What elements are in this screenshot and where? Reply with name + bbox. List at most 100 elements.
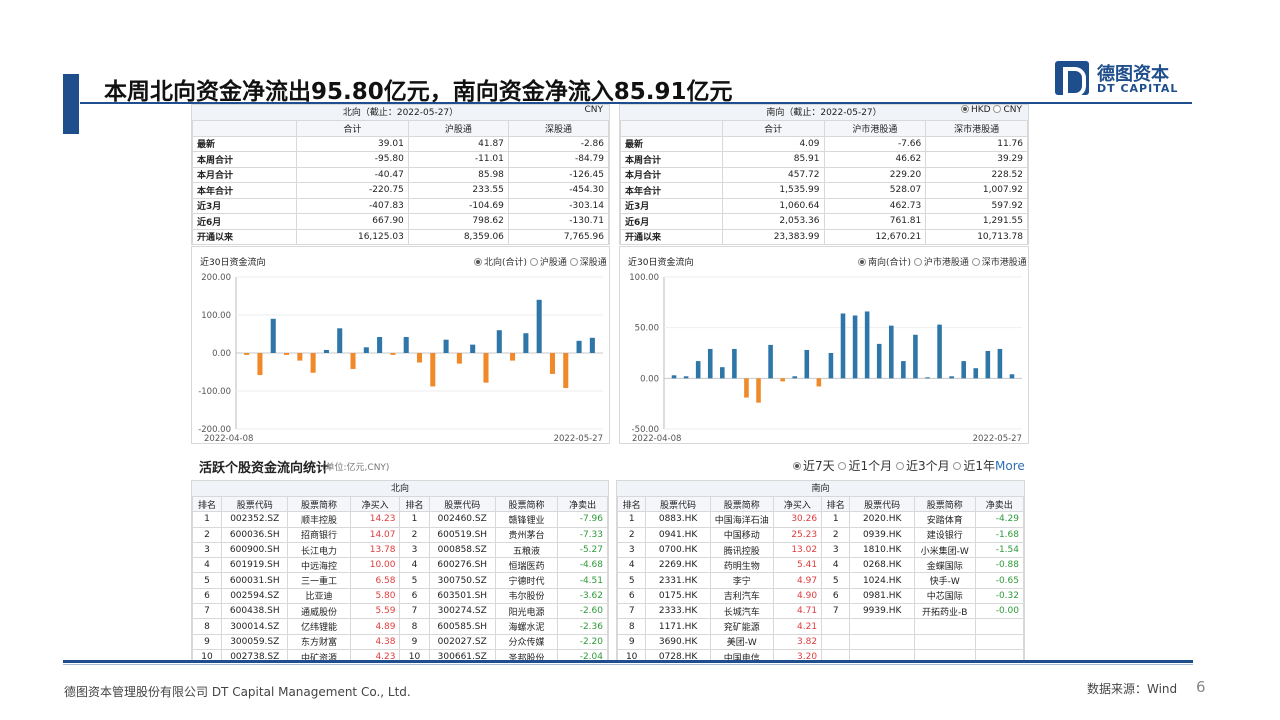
south-summary-panel: 南向（截止：2022-05-27） HKD CNY 合计 沪市港股通 深市港股通 最新… (619, 104, 1029, 245)
company-logo: 德图资本 DT CAPITAL (1055, 61, 1195, 97)
north-flow-row: 3 600900.SH 长江电力 13.78 3 000858.SZ 五粮液 -5.27 (192, 541, 608, 559)
radio-icon[interactable] (569, 257, 578, 266)
south-flow-cell: 中芯国际 (913, 587, 976, 605)
bar (377, 337, 383, 353)
north-radio-total[interactable]: 北向(合计) (484, 258, 528, 268)
radio-icon[interactable] (529, 257, 538, 266)
south-flow-cell: 小米集团-W (913, 541, 976, 559)
bar (707, 348, 713, 379)
north-radio-sh[interactable]: 沪股通 (539, 258, 567, 268)
north-summary-row: 本年合计 -220.75 233.55 -454.30 (192, 182, 610, 199)
radio-icon[interactable] (971, 257, 980, 266)
filter-1y[interactable]: 近1年 (963, 459, 996, 473)
footer-company: 德图资本管理股份有限公司 DT Capital Management Co., … (64, 685, 411, 699)
currency-hkd[interactable]: HKD (971, 105, 991, 115)
bar (961, 361, 966, 379)
bar (780, 378, 785, 382)
south-summary-row-label: 本周合计 (620, 151, 723, 168)
north-flow-cell: -3.62 (557, 587, 608, 605)
north-summary-cell: -95.80 (296, 151, 409, 168)
radio-icon[interactable] (953, 461, 962, 470)
radio-icon[interactable] (474, 257, 482, 266)
north-flow-cell: 6.58 (349, 572, 401, 589)
north-radio-sz[interactable]: 深股通 (579, 258, 607, 268)
south-flow-row: 1 0883.HK 中国海洋石油 30.26 1 2020.HK 安踏体育 -4.29 (617, 511, 1024, 528)
currency-cny[interactable]: CNY (1003, 105, 1022, 115)
south-flow-header-cell: 股票简称 (913, 495, 976, 513)
south-flow-cell: 0883.HK (645, 511, 711, 528)
radio-icon[interactable] (895, 461, 904, 470)
filter-7d[interactable]: 近7天 (803, 459, 835, 473)
bar (563, 353, 569, 388)
south-radio-sh[interactable]: 沪市港股通 (923, 258, 969, 268)
south-summary-cell: 597.92 (925, 197, 1028, 214)
north-flow-cell: 1 (192, 511, 223, 528)
north-summary-row: 本周合计 -95.80 -11.01 -84.79 (192, 151, 610, 168)
north-flow-cell: -7.96 (557, 511, 608, 528)
north-chart-radios[interactable]: 北向(合计) 沪股通 深股通 (474, 255, 607, 268)
bar (949, 376, 954, 379)
radio-hkd-icon[interactable] (961, 104, 969, 113)
south-chart-radios[interactable]: 南向(合计) 沪市港股通 深市港股通 (858, 255, 1027, 268)
more-link[interactable]: More (995, 459, 1025, 473)
south-flow-cell: 4.97 (772, 572, 823, 589)
x-start-label: 2022-04-08 (632, 434, 681, 443)
radio-icon[interactable] (913, 257, 922, 266)
south-currency-toggle[interactable]: HKD CNY (961, 104, 1022, 115)
north-flow-cell: 4.38 (349, 633, 401, 650)
south-flow-cell: 2 (821, 526, 851, 543)
bar (973, 368, 979, 379)
y-tick-label: 100.00 (629, 273, 659, 283)
south-flow-cell: 5 (821, 572, 851, 589)
north-summary-row: 本月合计 -40.47 85.98 -126.45 (192, 166, 610, 183)
south-flow-cell: -0.00 (974, 603, 1024, 620)
north-flow-cell: 600276.SH (428, 557, 496, 574)
south-flow-cell (849, 633, 915, 650)
south-flow-cell: 中国海洋石油 (709, 511, 774, 528)
north-flow-table: 排名 股票代码 股票简称 净买入 排名 股票代码 股票简称 净卖出 1 002352.SZ 顺丰控股… (192, 495, 608, 662)
y-tick-label: -200.00 (198, 425, 231, 435)
bar (888, 325, 894, 379)
filter-1m[interactable]: 近1个月 (848, 459, 893, 473)
bar (876, 343, 882, 379)
south-summary-row-label: 最新 (620, 135, 723, 152)
north-summary-cell: -220.75 (296, 182, 409, 199)
north-summary-panel: 北向（截止：2022-05-27） CNY 合计 沪股通 深股通 最新 39.01 41.… (191, 104, 610, 245)
north-flow-cell: 东方财富 (287, 633, 351, 650)
south-summary-cell: 23,383.99 (721, 228, 825, 245)
north-flow-cell: 恒瑞医药 (494, 557, 559, 574)
stats-period-filter[interactable]: 近7天 近1个月 近3个月 近1年More (793, 457, 1025, 474)
south-radio-sz[interactable]: 深市港股通 (981, 258, 1027, 268)
south-summary-cell: 4.09 (721, 135, 825, 152)
north-flow-row: 8 300014.SZ 亿纬锂能 4.89 8 600585.SH 海螺水泥 -2.36 (192, 618, 608, 635)
south-radio-total[interactable]: 南向(合计) (868, 258, 912, 268)
filter-3m[interactable]: 近3个月 (905, 459, 950, 473)
bar (523, 333, 529, 353)
north-flow-cell: 300750.SZ (428, 572, 496, 589)
south-flow-cell: 1 (617, 511, 647, 528)
north-summary-row-label: 本月合计 (192, 166, 297, 183)
south-flow-cell: 1 (821, 511, 851, 528)
y-tick-label: -100.00 (198, 387, 231, 397)
radio-icon[interactable] (858, 257, 866, 266)
south-flow-cell: 3 (617, 541, 647, 559)
bar (323, 349, 329, 353)
north-flow-cell: 603501.SH (428, 587, 496, 605)
radio-icon[interactable] (793, 461, 801, 470)
south-summary-row-label: 近3月 (620, 197, 723, 214)
north-flow-cell: 亿纬锂能 (287, 618, 351, 635)
north-summary-cell: -454.30 (507, 182, 610, 199)
south-flow-row: 7 2333.HK 长城汽车 4.71 7 9939.HK 开拓药业-B -0.00 (617, 603, 1024, 620)
south-flow-cell (821, 618, 851, 635)
north-flow-cell: 1 (399, 511, 430, 528)
south-flow-cell: 9 (617, 633, 647, 650)
north-flow-cell: 300014.SZ (221, 618, 289, 635)
south-flow-row: 3 0700.HK 腾讯控股 13.02 3 1810.HK 小米集团-W -1.54 (617, 541, 1024, 559)
south-flow-cell: 建设银行 (913, 526, 976, 543)
south-flow-row: 6 0175.HK 吉利汽车 4.90 6 0981.HK 中芯国际 -0.32 (617, 587, 1024, 605)
south-summary-cell: 1,291.55 (925, 213, 1028, 230)
radio-cny-icon[interactable] (993, 104, 1002, 113)
north-chart-title: 近30日资金流向 (200, 258, 266, 268)
radio-icon[interactable] (838, 461, 847, 470)
south-flow-row: 4 2269.HK 药明生物 5.41 4 0268.HK 金蝶国际 -0.88 (617, 557, 1024, 574)
